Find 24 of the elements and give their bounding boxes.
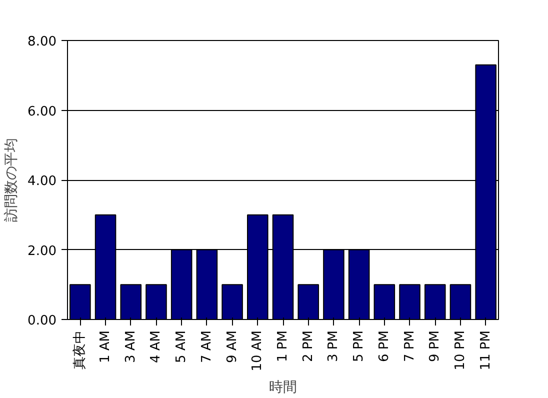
x-axis-title: 時間 [269, 379, 297, 396]
y-tick-label: 4.00 [28, 174, 57, 189]
x-tick-label: 3 PM [326, 330, 342, 362]
y-tick-label: 2.00 [28, 244, 57, 259]
x-tick-label: 9 PM [428, 330, 443, 362]
x-tick-label: 7 PM [402, 330, 418, 362]
x-tick-label: 3 AM [123, 330, 138, 364]
y-tick-label: 6.00 [28, 104, 57, 120]
x-tick-label: 1 PM [276, 330, 290, 362]
x-tick-label: 6 PM [376, 330, 392, 362]
x-tick-label: 真夜中 [72, 330, 88, 370]
x-tick-label: 9 AM [224, 330, 240, 364]
x-tick-label: 2 PM [300, 330, 316, 362]
x-tick-label: 10 AM [250, 330, 266, 372]
y-tick-label: 0.00 [28, 314, 57, 328]
x-tick-label: 4 AM [148, 330, 164, 364]
x-tick-label: 5 AM [174, 330, 190, 364]
x-tick-label: 10 PM [452, 330, 468, 370]
x-tick-label: 5 PM [352, 330, 367, 362]
y-axis-title: 訪問数の平均 [4, 138, 20, 222]
x-tick-label: 1 AM [98, 330, 114, 364]
y-tick-label: 8.00 [28, 34, 57, 50]
x-tick-label: 11 PM [478, 330, 494, 370]
x-tick-label: 7 AM [199, 330, 214, 364]
